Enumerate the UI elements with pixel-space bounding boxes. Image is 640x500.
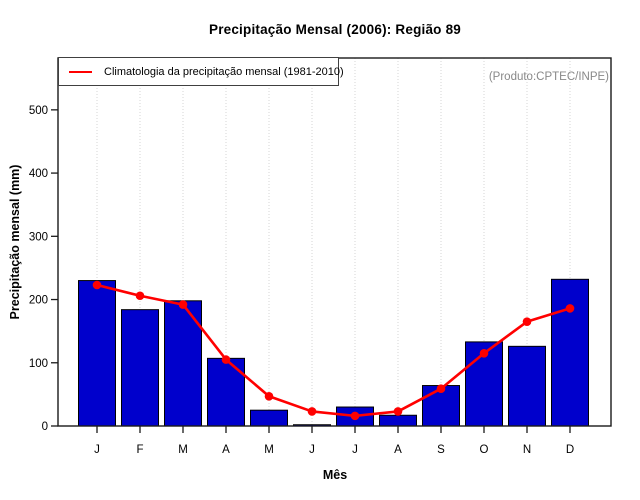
y-tick-label: 100 xyxy=(29,358,48,370)
climatology-point-7 xyxy=(350,411,360,421)
climatology-point-11 xyxy=(522,317,532,326)
climatology-point-6 xyxy=(307,407,317,416)
climatology-point-4 xyxy=(221,355,231,364)
x-tick-label: D xyxy=(566,444,574,456)
climatology-point-5 xyxy=(264,391,274,401)
x-tick-label: J xyxy=(352,444,358,456)
x-tick-label: A xyxy=(222,444,230,456)
x-axis-title: Mês xyxy=(322,468,348,482)
x-tick-label: F xyxy=(136,444,143,456)
product-annotation: (Produto:CPTEC/INPE) xyxy=(488,71,609,83)
legend-label: Climatologia da precipitação mensal (198… xyxy=(104,65,344,78)
bar-A-8 xyxy=(379,414,417,427)
climatology-point-12 xyxy=(565,304,575,313)
x-tick-label: J xyxy=(94,444,100,456)
y-tick-label: 0 xyxy=(42,421,48,433)
x-tick-label: O xyxy=(480,444,489,456)
climatology-point-1 xyxy=(92,280,102,290)
y-tick-label: 300 xyxy=(29,231,48,243)
y-tick-label: 400 xyxy=(29,168,48,180)
climatology-point-2 xyxy=(135,291,145,301)
bar-F-2 xyxy=(121,309,159,427)
bar-D-12 xyxy=(551,278,589,427)
bar-A-4 xyxy=(207,357,245,427)
climatology-point-10 xyxy=(479,348,489,358)
climatology-point-9 xyxy=(436,384,446,393)
bar-N-11 xyxy=(508,345,546,427)
bar-M-5 xyxy=(250,409,288,427)
x-tick-label: M xyxy=(178,444,188,456)
x-tick-label: M xyxy=(264,444,274,456)
x-tick-label: A xyxy=(394,444,402,456)
legend-line-icon xyxy=(69,70,92,73)
chart-title: Precipitação Mensal (2006): Região 89 xyxy=(208,22,461,37)
legend: Climatologia da precipitação mensal (198… xyxy=(58,57,344,86)
climatology-point-3 xyxy=(178,300,188,309)
bar-J-1 xyxy=(78,280,116,427)
y-tick-label: 500 xyxy=(29,105,48,117)
x-tick-label: S xyxy=(437,444,445,456)
climatology-line xyxy=(96,283,571,418)
x-tick-label: N xyxy=(523,444,531,456)
x-tick-label: J xyxy=(309,444,315,456)
climatology-point-8 xyxy=(393,407,403,416)
y-tick-label: 200 xyxy=(29,295,48,307)
